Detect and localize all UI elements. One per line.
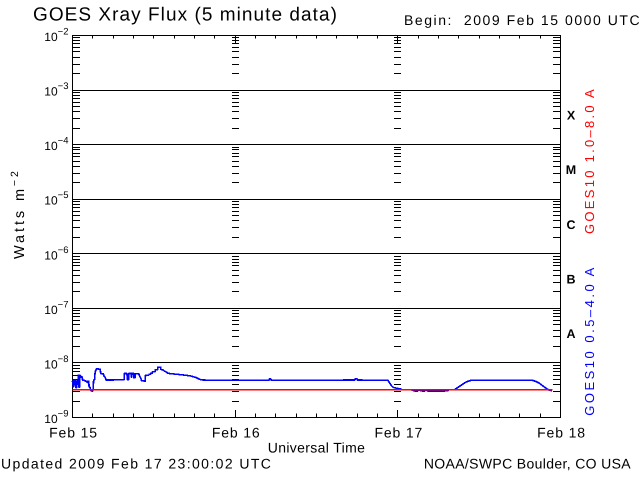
svg-text:Updated 2009 Feb 17 23:00:02 U: Updated 2009 Feb 17 23:00:02 UTC [1,456,272,472]
svg-text:A: A [566,327,575,341]
svg-text:10−8: 10−8 [44,354,68,372]
svg-text:Universal Time: Universal Time [268,440,365,456]
svg-text:X: X [567,109,576,123]
svg-text:Feb 18: Feb 18 [537,425,586,441]
svg-text:Begin: 2009 Feb 15 0000 UTC: Begin: 2009 Feb 15 0000 UTC [404,12,640,28]
svg-text:GOES10 0.5–4.0 A: GOES10 0.5–4.0 A [582,265,597,416]
svg-text:10−4: 10−4 [44,136,68,154]
svg-text:M: M [566,163,576,177]
svg-text:Feb 15: Feb 15 [49,425,98,441]
svg-text:10−9: 10−9 [44,409,68,427]
svg-text:10−7: 10−7 [44,299,68,317]
svg-text:10−3: 10−3 [44,81,68,99]
svg-text:Feb 17: Feb 17 [374,425,423,441]
svg-text:Feb 16: Feb 16 [212,425,261,441]
svg-text:B: B [566,272,575,286]
svg-text:10−5: 10−5 [44,190,68,208]
svg-text:GOES10 1.0–8.0 A: GOES10 1.0–8.0 A [582,87,597,234]
svg-text:10−6: 10−6 [44,245,68,263]
svg-text:C: C [566,218,575,232]
svg-text:10−2: 10−2 [44,27,68,45]
svg-text:GOES Xray Flux (5 minute data): GOES Xray Flux (5 minute data) [33,5,338,26]
svg-text:NOAA/SWPC Boulder, CO USA: NOAA/SWPC Boulder, CO USA [424,456,631,472]
svg-text:Watts m−2: Watts m−2 [9,168,28,259]
